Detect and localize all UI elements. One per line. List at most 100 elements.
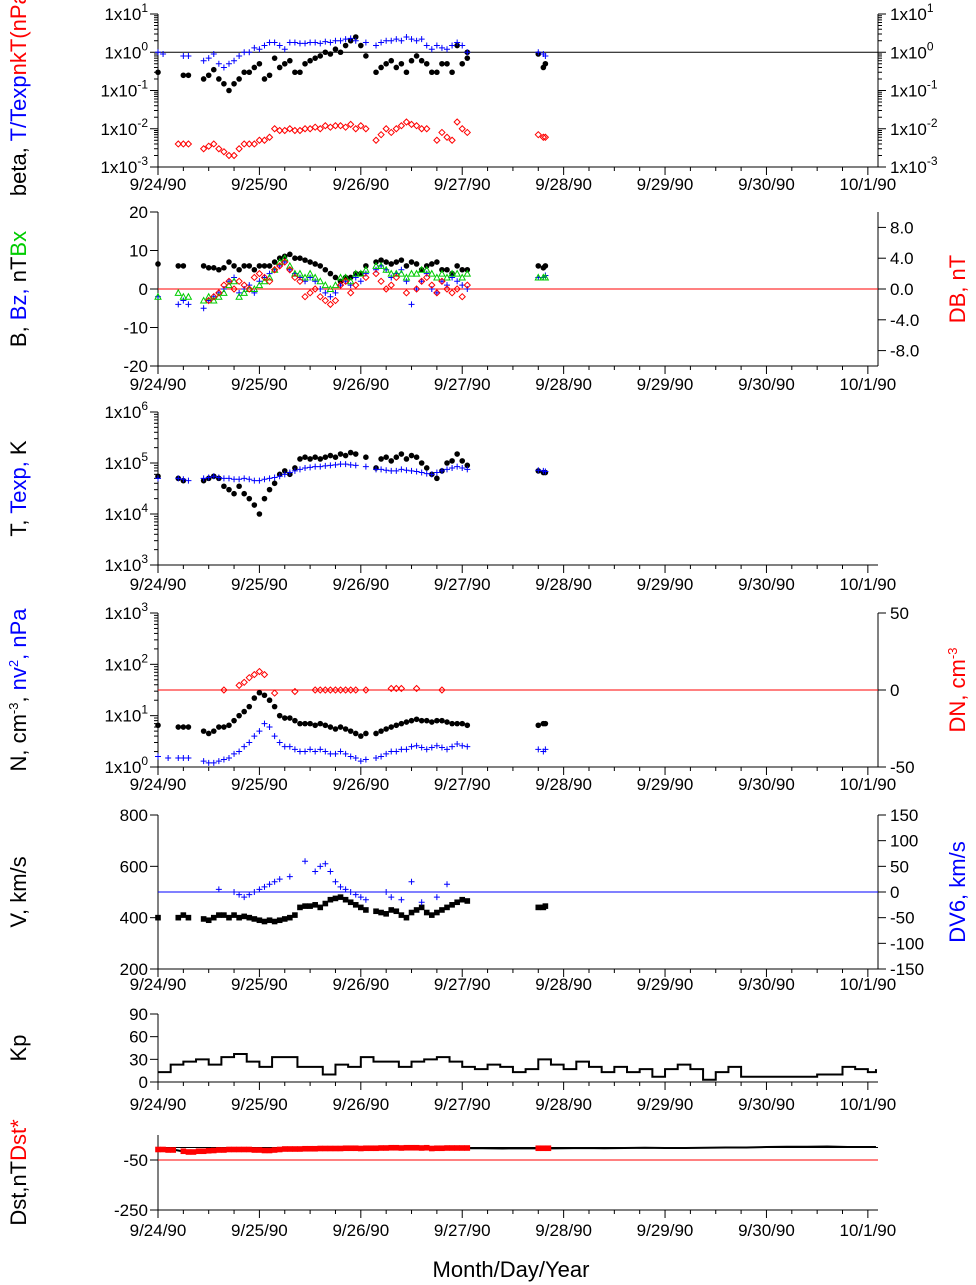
data-point — [200, 758, 207, 765]
data-point — [210, 473, 217, 480]
data-point — [418, 899, 425, 906]
x-tick-label: 9/29/90 — [637, 175, 694, 194]
series-line — [158, 1053, 877, 1081]
data-point — [398, 257, 405, 263]
data-point — [346, 686, 355, 694]
data-point — [251, 733, 258, 740]
data-point — [383, 259, 389, 265]
data-point — [352, 730, 359, 737]
data-point — [179, 140, 188, 148]
right-y-axis-label: DB, nT — [945, 255, 970, 323]
data-point — [418, 278, 425, 285]
data-point — [221, 483, 227, 490]
data-point — [276, 917, 283, 924]
x-tick-label: 9/25/90 — [231, 575, 288, 594]
data-point — [336, 686, 345, 694]
data-point — [464, 898, 471, 904]
tick-label: -250 — [114, 1201, 148, 1220]
data-point — [261, 1147, 268, 1154]
data-point — [215, 886, 222, 893]
x-tick-label: 9/26/90 — [332, 575, 389, 594]
data-point — [454, 1145, 460, 1151]
data-point — [302, 257, 308, 263]
x-tick-label: 9/29/90 — [637, 1221, 694, 1240]
data-point — [453, 285, 461, 293]
tick-label: 800 — [120, 806, 148, 825]
x-tick-label: 10/1/90 — [839, 175, 896, 194]
data-point — [236, 52, 243, 59]
data-point — [438, 277, 446, 286]
x-tick-label: 9/26/90 — [332, 975, 389, 994]
data-point — [236, 748, 243, 755]
data-point — [454, 278, 461, 285]
data-point — [444, 60, 450, 67]
data-point — [454, 451, 460, 457]
data-point — [428, 286, 435, 292]
data-point — [332, 878, 339, 885]
data-point — [362, 270, 369, 277]
data-point — [464, 466, 471, 473]
data-point — [392, 684, 401, 693]
data-point — [220, 475, 227, 482]
data-point — [454, 899, 460, 906]
data-point — [154, 292, 162, 300]
data-point — [296, 126, 304, 135]
data-point — [270, 125, 279, 133]
data-point — [464, 1145, 471, 1151]
data-point — [444, 904, 450, 911]
data-point — [260, 273, 269, 282]
data-point — [160, 51, 167, 58]
data-point — [155, 261, 161, 267]
data-point — [429, 69, 435, 76]
data-point — [230, 285, 238, 293]
data-point — [246, 69, 253, 76]
data-point — [448, 136, 456, 144]
data-point — [175, 301, 182, 308]
data-point — [210, 1147, 217, 1154]
data-point — [433, 42, 440, 49]
data-point — [407, 269, 416, 277]
data-point — [185, 72, 192, 79]
data-point — [292, 69, 298, 76]
data-point — [423, 125, 431, 133]
data-point — [205, 730, 212, 737]
data-point — [428, 744, 435, 751]
tick-label: 1x10-1 — [100, 78, 148, 101]
data-point — [312, 39, 319, 46]
data-point — [398, 60, 405, 67]
data-point — [434, 475, 440, 482]
data-point — [444, 1145, 450, 1151]
data-point — [439, 60, 445, 67]
data-point — [444, 266, 450, 273]
data-point — [372, 136, 380, 144]
data-point — [210, 728, 217, 734]
right-y-axis-label: DV6, km/s — [945, 841, 970, 942]
data-point — [423, 42, 430, 49]
data-point — [260, 136, 269, 144]
data-point — [205, 1147, 212, 1154]
data-point — [398, 896, 405, 903]
tick-label: 1x103 — [104, 552, 148, 575]
tick-label: 1x10-2 — [890, 116, 938, 139]
data-point — [236, 476, 243, 483]
tick-label: -50 — [890, 909, 915, 928]
data-point — [363, 1145, 369, 1152]
data-point — [443, 285, 451, 293]
data-point — [434, 259, 440, 265]
data-point — [311, 686, 319, 694]
data-point — [266, 697, 273, 704]
data-point — [200, 76, 207, 82]
data-point — [316, 686, 324, 694]
x-tick-label: 9/26/90 — [332, 375, 389, 394]
data-point — [200, 263, 207, 269]
data-point — [403, 746, 410, 753]
data-point — [281, 46, 288, 53]
x-tick-label: 9/24/90 — [130, 175, 187, 194]
data-point — [220, 288, 228, 296]
data-point — [331, 686, 340, 694]
data-point — [362, 273, 370, 282]
data-point — [180, 72, 187, 79]
panel-1: 1x101 1x101 1x100 1x100 1x10-1 1x10-1 1x10-2 1x… — [6, 0, 938, 196]
data-point — [312, 454, 318, 460]
data-point — [216, 1147, 222, 1153]
